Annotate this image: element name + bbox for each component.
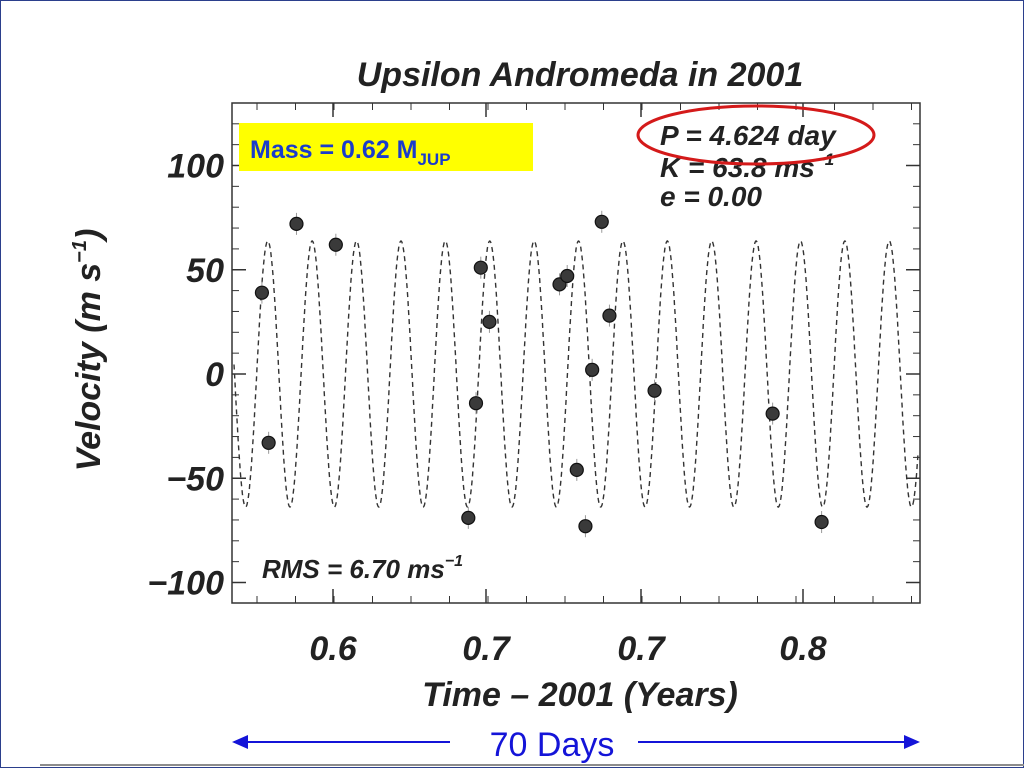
- data-point: [814, 514, 829, 530]
- data-point: [594, 214, 609, 229]
- eccentricity-annotation: e = 0.00: [660, 181, 762, 212]
- data-point: [461, 510, 476, 525]
- mass-label: Mass = 0.62 M: [250, 136, 417, 164]
- bottom-rule: [40, 764, 1024, 766]
- data-point: [560, 268, 575, 284]
- data-point: [328, 237, 343, 252]
- data-point: [765, 406, 780, 421]
- x-tick-label: 0.7: [617, 630, 666, 668]
- y-tick-label: 100: [167, 148, 224, 186]
- rms-annotation: RMS = 6.70 ms−1: [262, 553, 463, 584]
- y-axis-label-text: Velocity (m s: [70, 263, 108, 471]
- y-axis-label: Velocity (m s−1): [69, 229, 108, 472]
- x-tick-label: 0.7: [462, 630, 511, 668]
- data-point: [602, 308, 617, 323]
- y-tick-label: −50: [166, 460, 224, 498]
- x-tick-label: 0.8: [779, 630, 826, 668]
- x-axis-label: Time – 2001 (Years): [422, 676, 738, 714]
- rms-text: RMS = 6.70 ms: [262, 554, 445, 584]
- plot-frame: [231, 102, 921, 604]
- data-point: [468, 396, 484, 411]
- y-axis-label-superscript: −1: [69, 240, 91, 263]
- amplitude-annotation: K = 63.8 ms−1: [660, 150, 834, 183]
- y-tick-label: 50: [186, 252, 224, 290]
- data-point: [261, 435, 276, 450]
- mass-subscript: JUP: [417, 150, 450, 169]
- period-highlight-ellipse: [636, 104, 876, 166]
- span-label: 70 Days: [490, 726, 615, 764]
- span-arrow-right-head: [904, 735, 920, 749]
- span-arrow-left-head: [232, 735, 248, 749]
- x-tick-label: 0.6: [309, 630, 357, 668]
- rms-superscript: −1: [445, 553, 463, 570]
- span-arrow: 70 Days: [232, 726, 920, 764]
- y-axis-label-close: ): [70, 229, 108, 243]
- y-tick-label: −100: [147, 565, 224, 603]
- data-points: [254, 210, 829, 538]
- y-axis: 100 50 0 −50 −100: [147, 123, 920, 603]
- data-point: [647, 383, 662, 398]
- data-point: [569, 462, 584, 478]
- data-point: [578, 519, 593, 534]
- fit-curve: [233, 240, 919, 508]
- period-annotation: P = 4.624 day: [660, 120, 837, 151]
- mass-box-background: [239, 123, 533, 171]
- chart-title: Upsilon Andromeda in 2001: [357, 56, 804, 94]
- data-point: [254, 285, 270, 300]
- y-tick-label: 0: [205, 356, 224, 394]
- mass-box: Mass = 0.62 MJUP: [239, 123, 533, 171]
- mass-text: Mass = 0.62 MJUP: [250, 136, 451, 169]
- data-point: [289, 216, 304, 231]
- data-point: [473, 260, 488, 275]
- x-axis: 0.6 0.7 0.7 0.8: [256, 103, 912, 668]
- data-point: [482, 314, 497, 329]
- data-point: [585, 362, 600, 377]
